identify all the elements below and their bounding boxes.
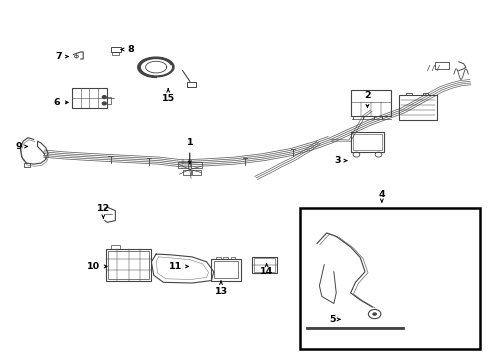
Circle shape — [102, 96, 106, 99]
Bar — [216, 257, 221, 259]
Text: 5: 5 — [330, 315, 340, 324]
Bar — [107, 97, 111, 104]
Text: 14: 14 — [260, 264, 273, 276]
Bar — [111, 47, 121, 52]
Text: 3: 3 — [335, 156, 347, 165]
Text: 4: 4 — [379, 190, 385, 202]
Bar — [223, 257, 228, 259]
Circle shape — [102, 102, 106, 105]
Bar — [113, 52, 119, 55]
Text: 2: 2 — [364, 91, 371, 107]
Text: 7: 7 — [55, 52, 68, 61]
Bar — [106, 249, 151, 280]
Text: 15: 15 — [162, 89, 175, 103]
Text: 6: 6 — [53, 98, 68, 107]
Bar — [351, 132, 384, 152]
Bar — [183, 171, 191, 175]
Text: 11: 11 — [170, 262, 189, 271]
Text: 12: 12 — [97, 204, 110, 219]
Text: 9: 9 — [15, 142, 27, 151]
Bar — [351, 90, 392, 117]
Text: 10: 10 — [87, 262, 107, 271]
Bar — [353, 134, 382, 150]
Bar — [252, 257, 277, 274]
Bar — [111, 245, 120, 249]
Bar — [254, 258, 275, 272]
Text: 1: 1 — [187, 139, 193, 164]
Bar — [231, 257, 235, 259]
Bar — [423, 93, 428, 95]
Text: 13: 13 — [215, 281, 227, 296]
Bar — [72, 88, 107, 108]
Bar — [406, 93, 412, 95]
Bar — [178, 162, 188, 168]
Circle shape — [372, 312, 377, 316]
Bar — [108, 251, 149, 279]
Bar — [24, 163, 30, 167]
Bar — [192, 171, 201, 175]
Bar — [211, 259, 241, 280]
Text: 8: 8 — [121, 45, 134, 54]
Bar — [399, 95, 437, 120]
Bar — [191, 162, 202, 168]
Bar — [300, 208, 480, 349]
Bar — [435, 62, 449, 69]
Bar — [187, 82, 196, 86]
Bar — [214, 261, 238, 278]
